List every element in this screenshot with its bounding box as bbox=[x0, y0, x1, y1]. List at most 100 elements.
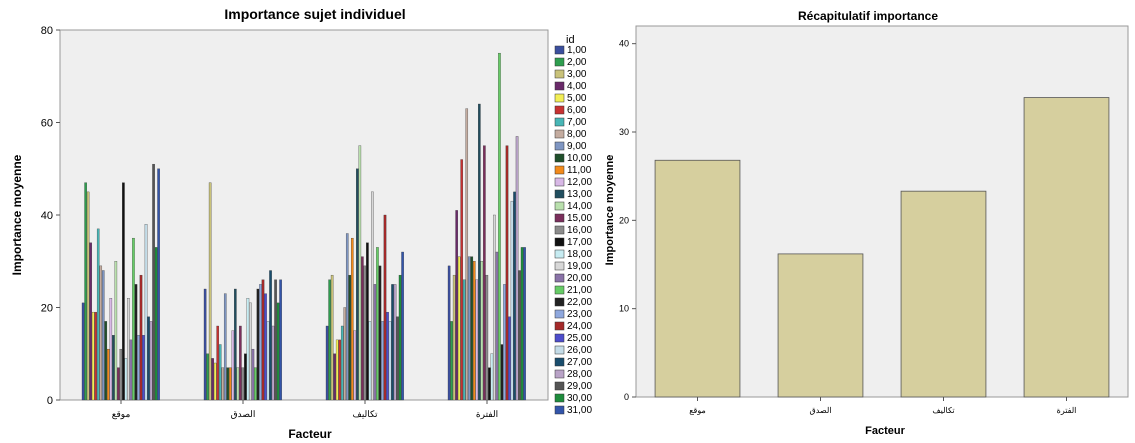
bar bbox=[356, 168, 359, 401]
bar bbox=[216, 325, 219, 401]
bar bbox=[246, 298, 250, 401]
bar bbox=[503, 284, 506, 401]
legend-label: 30,00 bbox=[567, 393, 592, 404]
bar bbox=[1023, 97, 1110, 398]
bar bbox=[269, 270, 272, 401]
bar bbox=[91, 311, 95, 401]
chart-title: Importance sujet individuel bbox=[224, 6, 405, 22]
bar bbox=[450, 321, 453, 401]
legend-label: 12,00 bbox=[567, 177, 592, 188]
legend-label: 13,00 bbox=[567, 189, 592, 200]
bar bbox=[154, 247, 158, 401]
legend-label: 14,00 bbox=[567, 201, 592, 212]
y-tick-label: 40 bbox=[619, 39, 629, 49]
bar bbox=[510, 200, 514, 401]
bar bbox=[345, 233, 349, 401]
legend-swatch bbox=[554, 357, 565, 367]
bar bbox=[373, 284, 377, 401]
bar bbox=[276, 302, 280, 401]
legend-label: 26,00 bbox=[567, 345, 592, 356]
bar bbox=[99, 265, 103, 401]
x-tick-label: تكاليف bbox=[932, 406, 954, 415]
bars-group bbox=[81, 52, 526, 401]
x-tick-label: الصدق bbox=[809, 406, 831, 415]
bar bbox=[340, 325, 344, 401]
bar bbox=[86, 191, 90, 401]
legend-title: id bbox=[566, 34, 575, 46]
bar bbox=[101, 270, 105, 401]
bar bbox=[455, 210, 458, 401]
bars-group bbox=[654, 97, 1110, 398]
legend-swatch bbox=[554, 333, 565, 343]
bar bbox=[378, 265, 382, 401]
y-tick-label: 10 bbox=[619, 304, 629, 314]
bar bbox=[211, 358, 214, 401]
bar bbox=[139, 274, 143, 401]
bar bbox=[261, 279, 265, 401]
bar bbox=[94, 311, 97, 401]
legend-swatch bbox=[554, 57, 565, 67]
legend-swatch bbox=[554, 93, 565, 103]
x-axis-ticks: موقع الصدق تكاليف الفترة bbox=[112, 400, 498, 420]
bar bbox=[473, 261, 476, 401]
legend-label: 17,00 bbox=[567, 237, 592, 248]
legend-swatch bbox=[554, 273, 565, 283]
legend-label: 19,00 bbox=[567, 261, 592, 272]
legend-swatch bbox=[554, 165, 565, 175]
bar bbox=[654, 159, 741, 398]
bar bbox=[368, 321, 372, 401]
bar bbox=[137, 335, 140, 401]
bar bbox=[462, 279, 466, 401]
legend-label: 6,00 bbox=[567, 105, 587, 116]
legend-label: 31,00 bbox=[567, 405, 592, 416]
bar bbox=[328, 279, 331, 401]
bar bbox=[259, 284, 262, 401]
legend-swatch bbox=[554, 249, 565, 259]
legend: 1,002,003,004,005,006,007,008,009,0010,0… bbox=[554, 45, 592, 416]
bar bbox=[490, 353, 494, 401]
bar bbox=[239, 325, 242, 401]
bar bbox=[475, 279, 479, 401]
legend-label: 20,00 bbox=[567, 273, 592, 284]
legend-label: 28,00 bbox=[567, 369, 592, 380]
bar bbox=[129, 339, 133, 401]
bar bbox=[338, 339, 341, 401]
x-tick-label: الفترة bbox=[476, 409, 498, 420]
bar bbox=[381, 321, 384, 401]
legend-label: 1,00 bbox=[567, 45, 587, 56]
bar bbox=[223, 293, 227, 401]
legend-label: 10,00 bbox=[567, 153, 592, 164]
bar bbox=[119, 348, 123, 401]
bar bbox=[241, 367, 245, 401]
bar bbox=[157, 168, 160, 401]
bar bbox=[488, 367, 491, 401]
legend-label: 4,00 bbox=[567, 81, 587, 92]
y-tick-label: 80 bbox=[41, 25, 53, 37]
bar bbox=[485, 274, 489, 401]
legend-swatch bbox=[554, 81, 565, 91]
legend-swatch bbox=[554, 201, 565, 211]
bar bbox=[142, 335, 145, 401]
legend-swatch bbox=[554, 393, 565, 403]
bar bbox=[498, 52, 501, 401]
bar bbox=[144, 224, 148, 401]
bar bbox=[231, 330, 235, 401]
y-tick-label: 30 bbox=[619, 127, 629, 137]
legend-swatch bbox=[554, 345, 565, 355]
x-tick-label: الفترة bbox=[1057, 406, 1077, 415]
bar bbox=[508, 316, 511, 401]
y-axis-ticks: 0 10 20 30 40 bbox=[619, 39, 636, 402]
legend-swatch bbox=[554, 309, 565, 319]
bar bbox=[358, 145, 362, 401]
legend-swatch bbox=[554, 45, 565, 55]
bar bbox=[124, 358, 128, 401]
x-axis-label: Facteur bbox=[288, 427, 332, 441]
y-axis-label: Importance moyenne bbox=[604, 155, 616, 266]
bar bbox=[325, 325, 329, 401]
bar bbox=[266, 321, 270, 401]
bar bbox=[343, 307, 347, 401]
bar bbox=[117, 367, 120, 401]
bar bbox=[149, 321, 153, 401]
legend-swatch bbox=[554, 69, 565, 79]
legend-label: 21,00 bbox=[567, 285, 592, 296]
